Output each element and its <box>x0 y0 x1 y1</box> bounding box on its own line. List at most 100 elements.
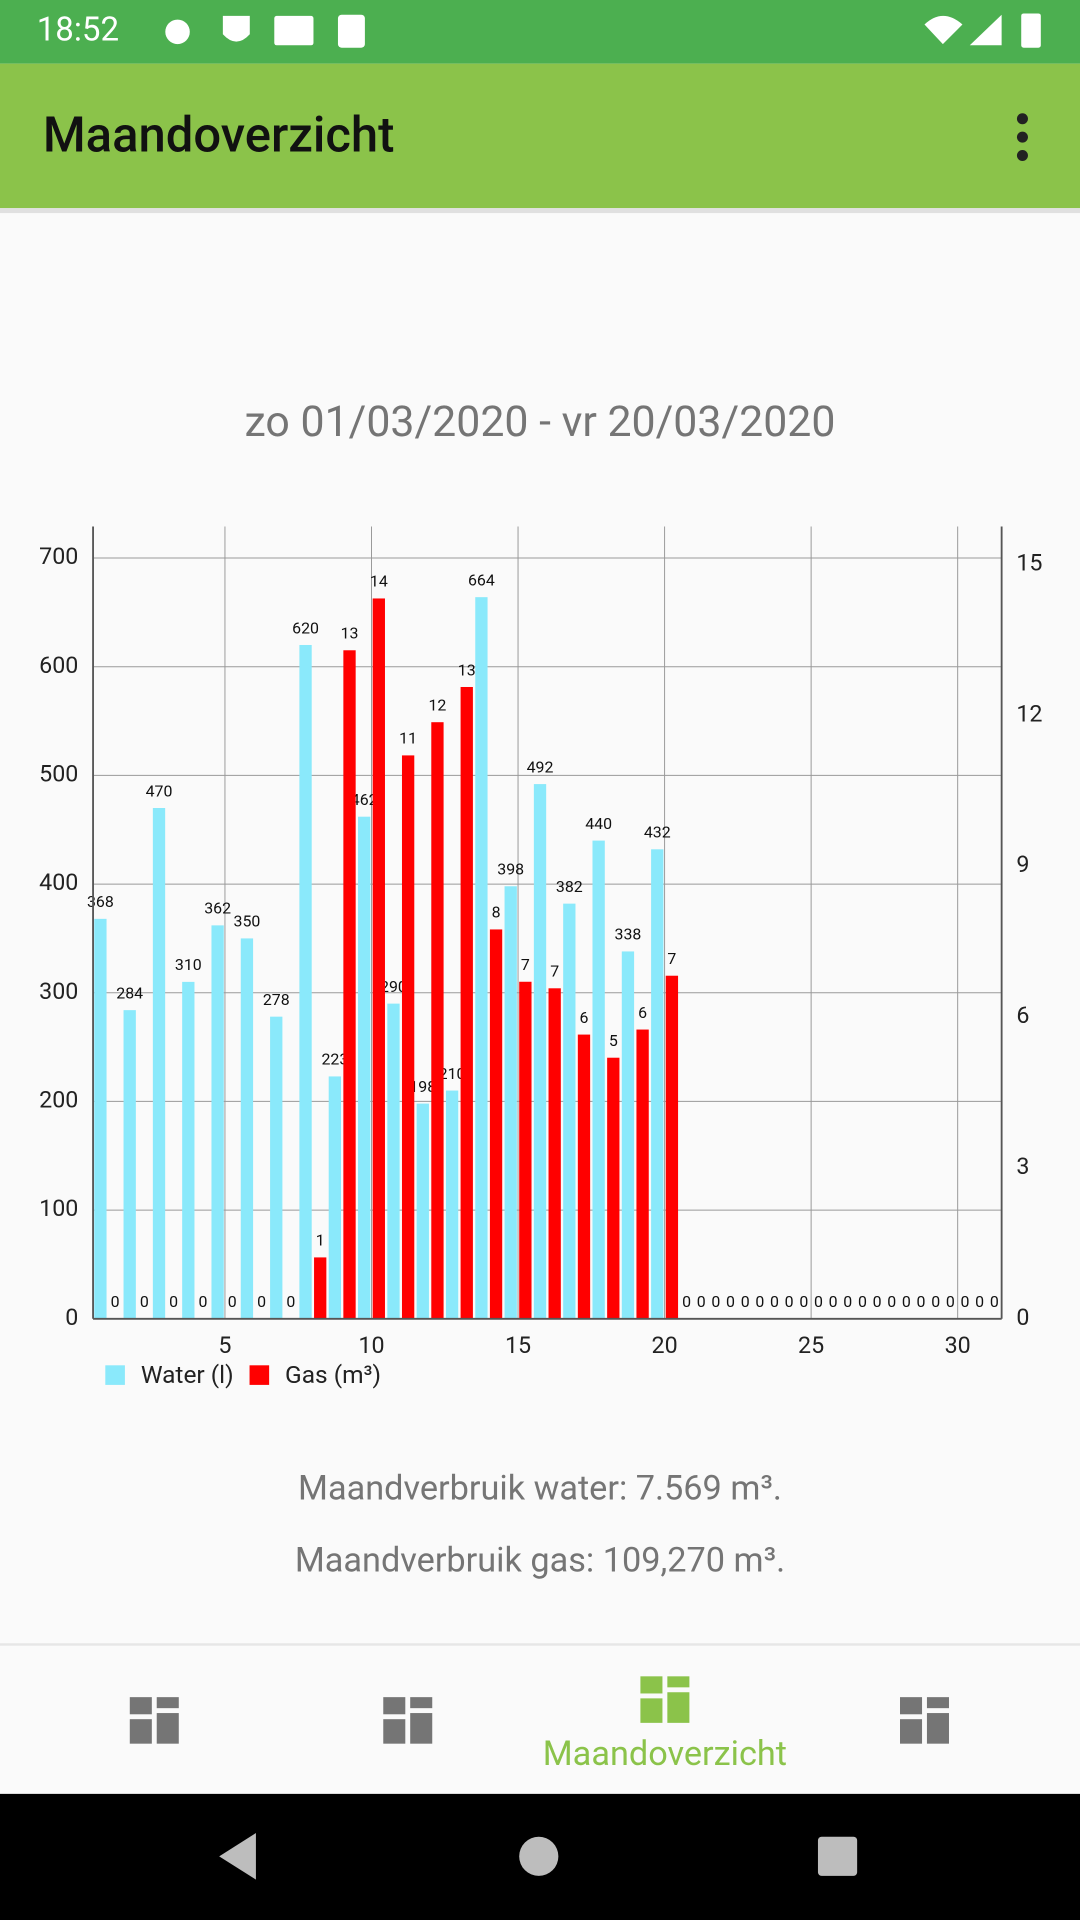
legend-swatch <box>249 1365 270 1385</box>
bar <box>460 686 473 1319</box>
value-label: 0 <box>257 1292 266 1311</box>
x-tick-label: 20 <box>652 1331 678 1359</box>
value-label: 8 <box>492 903 501 922</box>
value-label: 6 <box>638 1003 647 1022</box>
nav-item[interactable] <box>383 1697 433 1744</box>
y-tick-label: 600 <box>39 651 78 679</box>
value-label: 0 <box>843 1292 852 1311</box>
bar <box>299 644 312 1319</box>
value-label: 0 <box>917 1292 926 1311</box>
value-label: 432 <box>644 823 671 842</box>
value-label: 13 <box>458 660 476 679</box>
nav-item[interactable] <box>900 1697 949 1744</box>
bar <box>152 808 166 1319</box>
value-label: 0 <box>814 1292 823 1311</box>
bar <box>445 1090 459 1319</box>
value-label: 0 <box>682 1292 691 1311</box>
y-tick-label: 0 <box>65 1303 78 1331</box>
value-label: 0 <box>858 1292 867 1311</box>
bar <box>504 886 517 1319</box>
summary-gas: Maandverbruik gas: 109,270 m³. <box>295 1541 785 1581</box>
value-label: 278 <box>263 990 290 1009</box>
value-label: 0 <box>111 1292 120 1311</box>
x-tick-label: 30 <box>945 1331 971 1359</box>
value-label: 0 <box>169 1292 178 1311</box>
value-label: 290 <box>380 977 407 996</box>
value-label: 0 <box>829 1292 838 1311</box>
bar <box>182 981 195 1319</box>
value-label: 198 <box>409 1077 436 1096</box>
value-label: 1 <box>316 1231 325 1250</box>
recents-button[interactable] <box>817 1836 858 1876</box>
x-tick-label: 10 <box>358 1331 384 1359</box>
nav-item[interactable] <box>129 1697 179 1744</box>
value-label: 14 <box>370 572 388 591</box>
value-label: 7 <box>521 955 530 974</box>
value-label: 362 <box>204 899 231 918</box>
status-time: 18:52 <box>37 11 119 50</box>
nav-item-active[interactable]: Maandoverzicht <box>543 1676 787 1774</box>
overflow-menu[interactable] <box>1016 113 1028 162</box>
value-label: 13 <box>341 624 359 643</box>
legend-label: Water (l) <box>141 1360 234 1389</box>
bar <box>533 784 547 1319</box>
value-label: 398 <box>497 860 524 879</box>
value-label: 0 <box>902 1292 911 1311</box>
value-label: 664 <box>468 570 495 589</box>
value-label: 310 <box>175 955 202 974</box>
value-label: 0 <box>140 1292 149 1311</box>
value-label: 210 <box>439 1064 466 1083</box>
y2-tick-label: 6 <box>1016 1001 1029 1029</box>
bar <box>401 755 415 1319</box>
value-label: 0 <box>755 1292 764 1311</box>
value-label: 0 <box>799 1292 808 1311</box>
value-label: 0 <box>741 1292 750 1311</box>
bar <box>123 1010 136 1319</box>
bar <box>387 1003 400 1319</box>
bar <box>372 598 385 1319</box>
back-button[interactable] <box>219 1833 256 1880</box>
bar <box>431 722 444 1319</box>
bar <box>328 1076 342 1319</box>
status-bar <box>0 0 1080 64</box>
bar <box>211 925 224 1319</box>
status-icons <box>165 13 1041 48</box>
value-label: 0 <box>990 1292 999 1311</box>
value-label: 0 <box>286 1292 295 1311</box>
value-label: 440 <box>585 814 612 833</box>
bar <box>358 816 371 1319</box>
bar <box>475 597 488 1319</box>
y2-tick-label: 12 <box>1016 699 1042 727</box>
home-button[interactable] <box>519 1836 559 1876</box>
value-label: 0 <box>961 1292 970 1311</box>
value-label: 382 <box>556 877 583 896</box>
value-label: 0 <box>946 1292 955 1311</box>
summary-water: Maandverbruik water: 7.569 m³. <box>298 1468 782 1508</box>
y-tick-label: 400 <box>39 868 78 896</box>
bar <box>592 840 605 1319</box>
value-label: 0 <box>228 1292 237 1311</box>
bar <box>343 650 356 1319</box>
y-tick-label: 100 <box>39 1194 78 1222</box>
y2-tick-label: 15 <box>1016 548 1042 576</box>
value-label: 223 <box>321 1050 348 1069</box>
bar <box>563 903 576 1319</box>
y-tick-label: 700 <box>39 542 78 570</box>
x-tick-label: 25 <box>798 1331 824 1359</box>
value-label: 0 <box>785 1292 794 1311</box>
bar <box>270 1016 283 1319</box>
value-label: 0 <box>887 1292 896 1311</box>
value-label: 0 <box>975 1292 984 1311</box>
value-label: 0 <box>711 1292 720 1311</box>
value-label: 620 <box>292 618 319 637</box>
legend-label: Gas (m³) <box>285 1360 381 1389</box>
value-label: 470 <box>146 781 173 800</box>
value-label: 0 <box>873 1292 882 1311</box>
value-label: 6 <box>580 1008 589 1027</box>
value-label: 338 <box>615 925 642 944</box>
y-tick-label: 500 <box>39 760 78 788</box>
nav-divider <box>0 1643 1080 1646</box>
app-bar <box>0 63 1080 209</box>
